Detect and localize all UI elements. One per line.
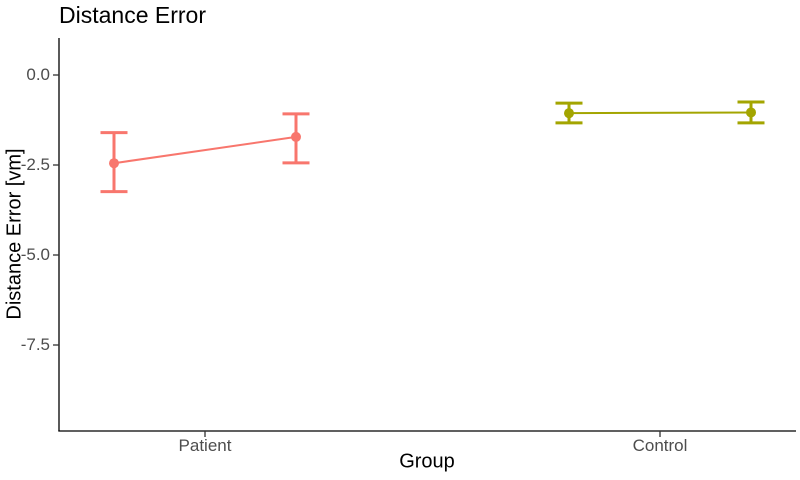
x-axis-title: Group — [399, 450, 455, 473]
y-tick-label-2: -5.0 — [20, 245, 50, 264]
data-point-patient-1 — [291, 131, 301, 142]
series-line-control — [568, 111, 752, 115]
data-point-control-0 — [564, 108, 574, 119]
x-category-label-control: Control — [632, 436, 688, 455]
series-line-patient — [113, 135, 297, 165]
data-point-control-1 — [746, 107, 756, 118]
x-category-label-patient: Patient — [178, 436, 232, 455]
plot-title: Distance Error — [59, 2, 206, 28]
y-tick-label-3: -7.5 — [20, 335, 50, 354]
y-tick-label-0: 0.0 — [26, 65, 50, 84]
data-point-patient-0 — [109, 158, 119, 169]
y-tick-label-1: -2.5 — [20, 155, 50, 174]
